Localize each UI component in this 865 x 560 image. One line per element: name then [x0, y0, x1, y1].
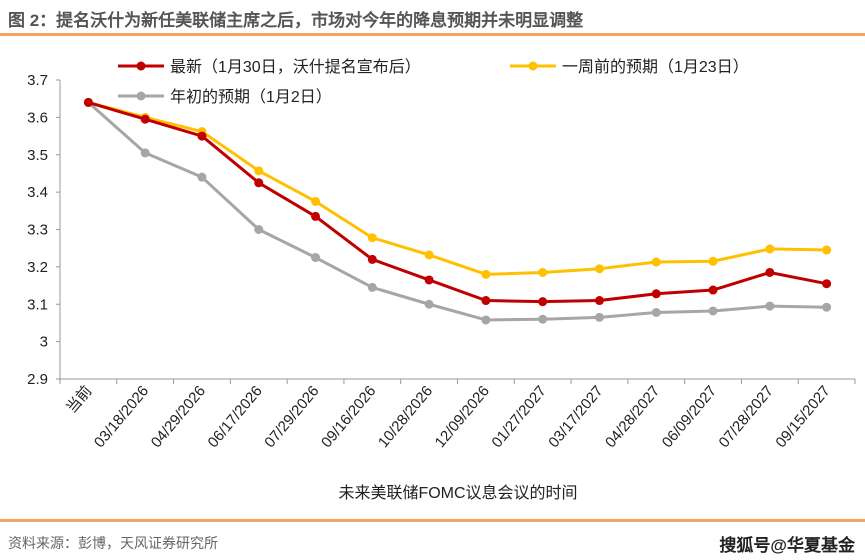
x-tick-label: 当前: [63, 383, 95, 417]
legend-marker: [136, 91, 146, 101]
axes: 2.933.13.23.33.43.53.63.7当前03/18/202604/…: [27, 72, 856, 451]
top-divider: [0, 33, 865, 36]
data-point: [367, 282, 377, 292]
data-point: [765, 244, 775, 254]
data-point: [822, 279, 832, 289]
x-tick-label: 01/27/2027: [488, 383, 549, 451]
data-point: [822, 245, 832, 255]
data-point: [765, 267, 775, 277]
data-point: [651, 307, 661, 317]
data-point: [538, 267, 548, 277]
data-point: [311, 253, 321, 263]
y-tick-label: 3.6: [27, 109, 48, 126]
data-point: [424, 275, 434, 285]
data-point: [481, 315, 491, 325]
x-tick-label: 09/16/2026: [318, 383, 379, 451]
data-point: [708, 306, 718, 316]
data-point: [254, 166, 264, 176]
x-tick-label: 07/29/2026: [261, 383, 322, 451]
source-note: 资料来源：彭博，天风证券研究所: [8, 535, 218, 551]
data-point: [538, 297, 548, 307]
x-tick-label: 06/17/2026: [205, 383, 266, 451]
data-point: [367, 254, 377, 264]
y-tick-label: 3.2: [27, 259, 48, 276]
figure-title: 图 2：提名沃什为新任美联储主席之后，市场对今年的降息预期并未明显调整: [8, 11, 584, 30]
x-tick-label: 03/17/2027: [545, 383, 606, 451]
data-point: [197, 172, 207, 182]
x-tick-label: 10/28/2026: [375, 383, 436, 451]
legend-label: 年初的预期（1月2日）: [170, 88, 332, 106]
x-tick-label: 09/15/2027: [772, 383, 833, 451]
series-line: [88, 100, 827, 276]
data-point: [765, 301, 775, 311]
x-axis-title: 未来美联储FOMC议息会议的时间: [338, 484, 577, 502]
data-point: [424, 299, 434, 309]
data-point: [651, 257, 661, 267]
y-tick-label: 3.1: [27, 296, 48, 313]
series-lines: [83, 97, 832, 325]
data-point: [651, 289, 661, 299]
legend: 最新（1月30日，沃什提名宣布后） 一周前的预期（1月23日） 年初的预期（1月2日…: [118, 58, 749, 106]
data-point: [311, 211, 321, 221]
data-point: [594, 296, 604, 306]
data-point: [708, 256, 718, 266]
y-tick-label: 3.3: [27, 222, 48, 239]
y-tick-label: 2.9: [27, 371, 48, 388]
data-point: [367, 233, 377, 243]
legend-marker: [136, 61, 146, 71]
x-tick-label: 03/18/2026: [91, 383, 152, 451]
legend-label: 一周前的预期（1月23日）: [562, 58, 749, 76]
series-line: [87, 100, 827, 304]
x-tick-label: 04/28/2027: [602, 383, 663, 451]
x-tick-label: 07/28/2027: [716, 383, 777, 451]
data-point: [140, 148, 150, 158]
data-point: [311, 196, 321, 206]
legend-label: 最新（1月30日，沃什提名宣布后）: [170, 58, 421, 76]
data-point: [481, 296, 491, 306]
y-tick-label: 3.7: [27, 72, 48, 89]
data-point: [594, 312, 604, 322]
x-tick-label: 06/09/2027: [659, 383, 720, 451]
y-tick-label: 3.4: [27, 184, 48, 201]
data-point: [594, 264, 604, 274]
x-tick-label: 12/09/2026: [432, 383, 493, 451]
y-tick-label: 3: [40, 334, 48, 351]
data-point: [822, 302, 832, 312]
data-point: [83, 97, 93, 107]
data-point: [254, 225, 264, 234]
data-point: [254, 178, 264, 188]
data-point: [481, 269, 491, 279]
watermark: 搜狐号@华夏基金: [719, 536, 855, 555]
data-point: [424, 250, 434, 260]
bottom-divider: [0, 519, 865, 522]
data-point: [197, 131, 207, 141]
x-tick-label: 04/29/2026: [148, 383, 209, 451]
data-point: [708, 285, 718, 295]
series-line: [87, 101, 827, 322]
data-point: [538, 314, 548, 324]
line-chart: 2.933.13.23.33.43.53.63.7当前03/18/202604/…: [27, 58, 856, 502]
y-tick-label: 3.5: [27, 147, 48, 164]
legend-marker: [528, 61, 538, 71]
data-point: [140, 114, 150, 124]
